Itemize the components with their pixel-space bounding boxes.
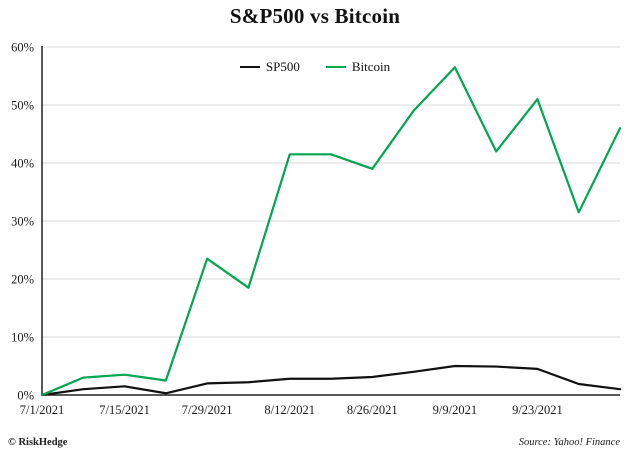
chart-title: S&P500 vs Bitcoin	[229, 4, 401, 28]
x-axis-tick-label: 8/12/2021	[264, 403, 315, 417]
footer-source: Source: Yahoo! Finance	[518, 437, 620, 448]
x-axis-tick-label: 7/1/2021	[20, 403, 64, 417]
y-axis-tick-label: 0%	[17, 389, 34, 403]
y-axis-tick-label: 40%	[11, 157, 34, 171]
legend-item-bitcoin: Bitcoin	[325, 59, 391, 75]
y-axis-tick-label: 20%	[11, 273, 34, 287]
x-axis-tick-label: 7/15/2021	[99, 403, 150, 417]
y-axis-tick-label: 30%	[11, 215, 34, 229]
y-axis-tick-label: 60%	[11, 41, 34, 55]
x-axis-tick-label: 8/26/2021	[347, 403, 398, 417]
legend-label: SP500	[265, 59, 300, 74]
legend-label: Bitcoin	[351, 59, 391, 74]
series-line-sp500	[40, 364, 622, 397]
footer-attribution: © RiskHedge	[8, 437, 68, 448]
x-axis-tick-label: 9/23/2021	[512, 403, 563, 417]
y-axis-tick-label: 50%	[11, 99, 34, 113]
y-axis-tick-label: 10%	[11, 331, 34, 345]
chart-legend: SP500 Bitcoin	[0, 59, 630, 75]
series-line-bitcoin	[40, 66, 622, 397]
legend-swatch-sp500	[239, 66, 260, 68]
x-axis-tick-label: 7/29/2021	[182, 403, 233, 417]
legend-item-sp500: SP500	[239, 59, 300, 75]
x-axis-tick-label: 9/9/2021	[433, 403, 477, 417]
legend-swatch-bitcoin	[325, 66, 346, 68]
